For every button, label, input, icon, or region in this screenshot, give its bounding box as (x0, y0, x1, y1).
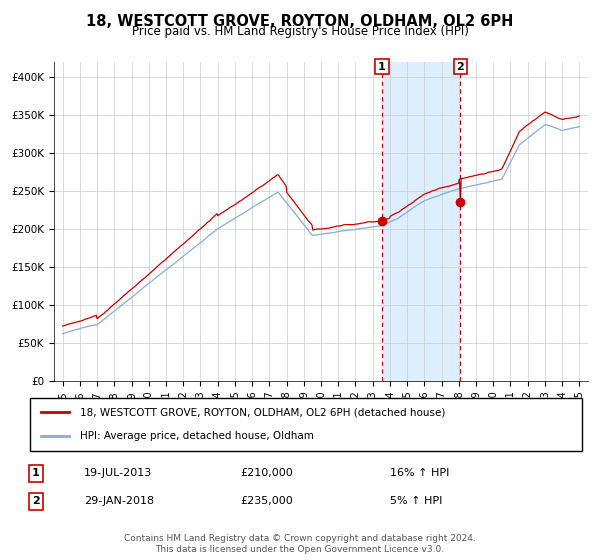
Text: 2: 2 (457, 62, 464, 72)
Text: 19-JUL-2013: 19-JUL-2013 (84, 468, 152, 478)
Text: This data is licensed under the Open Government Licence v3.0.: This data is licensed under the Open Gov… (155, 545, 445, 554)
Text: 1: 1 (378, 62, 386, 72)
Text: 16% ↑ HPI: 16% ↑ HPI (390, 468, 449, 478)
FancyBboxPatch shape (30, 398, 582, 451)
Text: 18, WESTCOTT GROVE, ROYTON, OLDHAM, OL2 6PH: 18, WESTCOTT GROVE, ROYTON, OLDHAM, OL2 … (86, 14, 514, 29)
Text: 2: 2 (32, 496, 40, 506)
Text: 5% ↑ HPI: 5% ↑ HPI (390, 496, 442, 506)
Text: 1: 1 (32, 468, 40, 478)
Text: 18, WESTCOTT GROVE, ROYTON, OLDHAM, OL2 6PH (detached house): 18, WESTCOTT GROVE, ROYTON, OLDHAM, OL2 … (80, 408, 445, 418)
Text: £210,000: £210,000 (240, 468, 293, 478)
Text: £235,000: £235,000 (240, 496, 293, 506)
Text: Contains HM Land Registry data © Crown copyright and database right 2024.: Contains HM Land Registry data © Crown c… (124, 534, 476, 543)
Text: Price paid vs. HM Land Registry's House Price Index (HPI): Price paid vs. HM Land Registry's House … (131, 25, 469, 38)
Text: 29-JAN-2018: 29-JAN-2018 (84, 496, 154, 506)
Text: HPI: Average price, detached house, Oldham: HPI: Average price, detached house, Oldh… (80, 431, 314, 441)
